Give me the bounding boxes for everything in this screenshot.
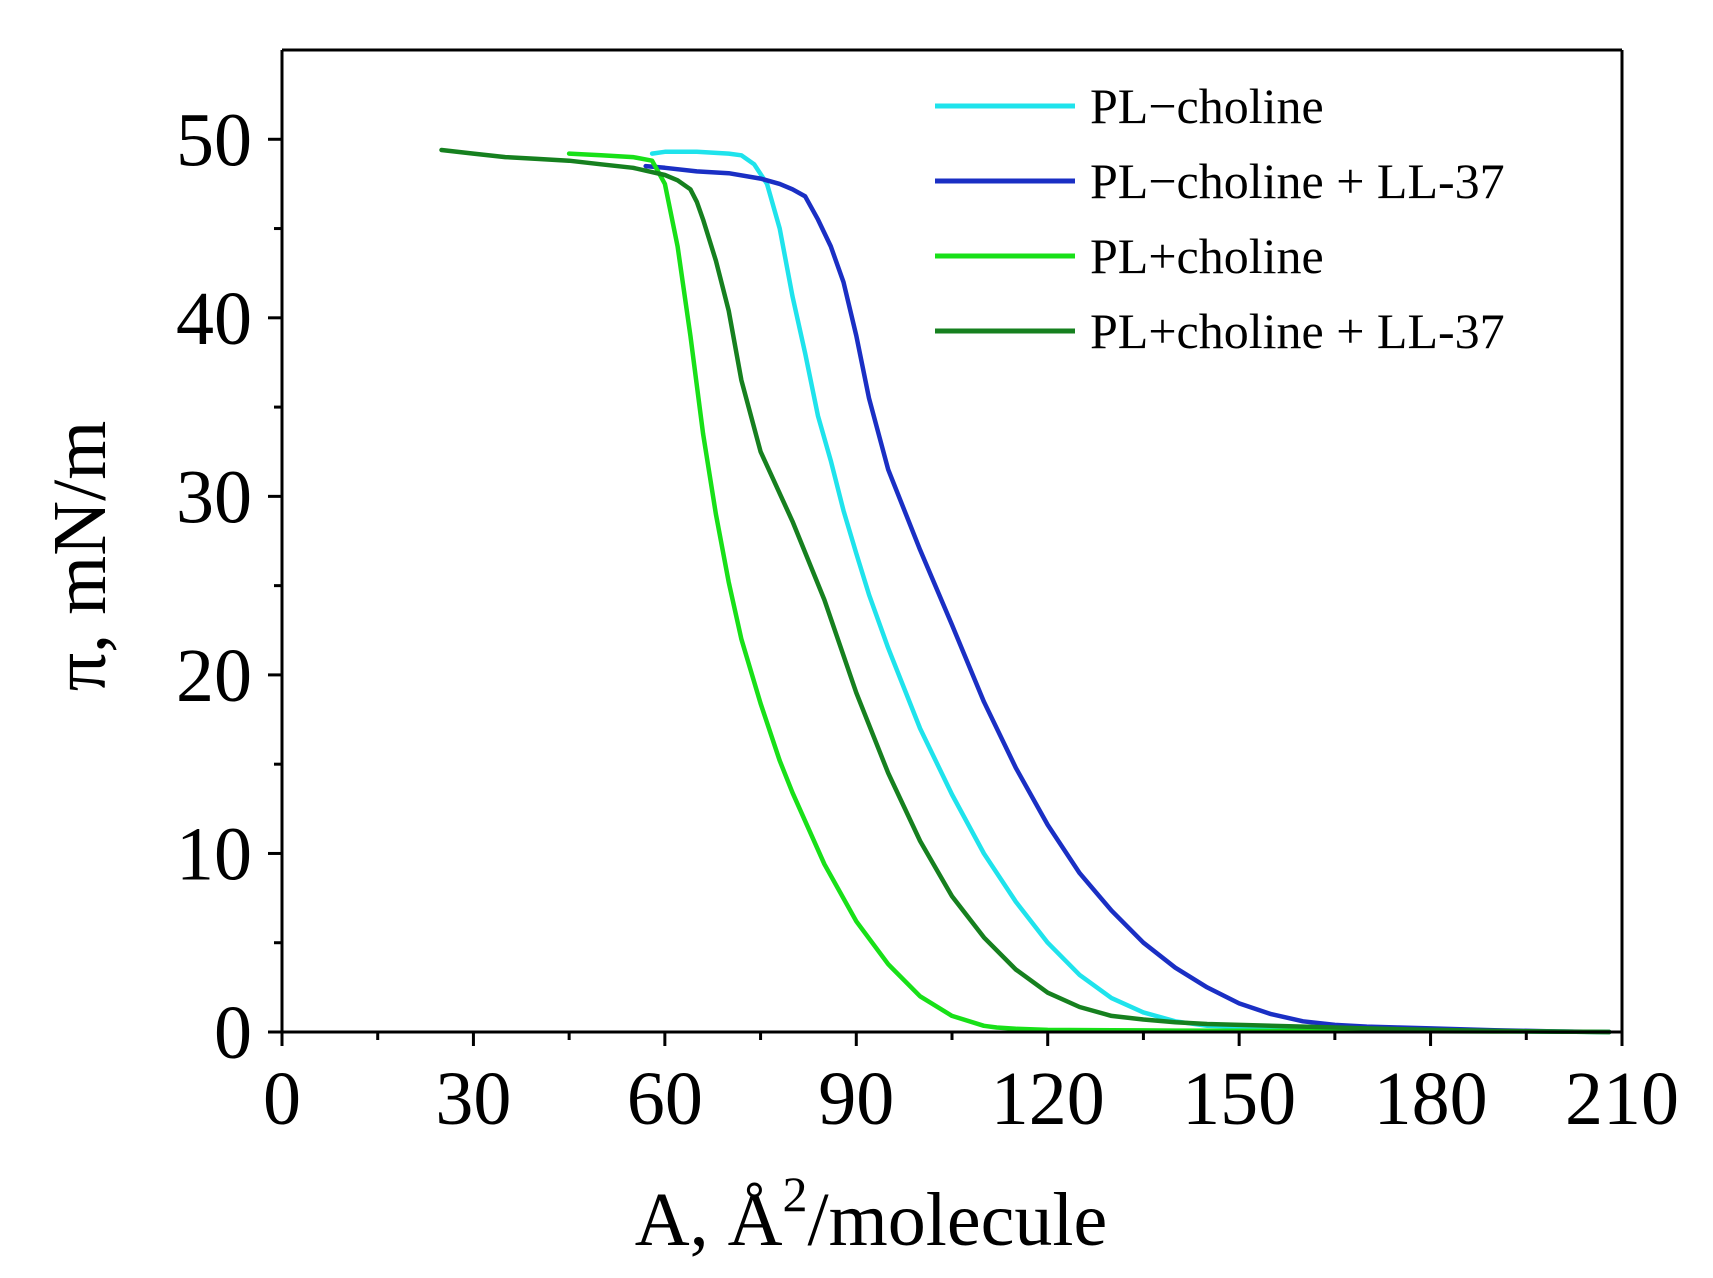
x-tick-label: 210	[1565, 1057, 1679, 1141]
series-line-3	[566, 151, 1612, 1035]
y-tick-label: 0	[214, 991, 252, 1075]
x-tick-label: 0	[263, 1057, 301, 1141]
x-tick-label: 60	[627, 1057, 703, 1141]
x-axis-label-superscript: 2	[783, 1166, 808, 1222]
legend-label-4: PL+choline + LL-37	[1090, 303, 1505, 359]
legend-label-2: PL−choline + LL-37	[1090, 153, 1505, 209]
series-layer	[439, 147, 1612, 1035]
x-axis-label: A, Å2/molecule	[635, 1166, 1107, 1262]
x-tick-label: 150	[1182, 1057, 1296, 1141]
x-tick-label: 30	[435, 1057, 511, 1141]
y-tick-label: 50	[176, 98, 252, 182]
x-tick-label: 180	[1374, 1057, 1488, 1141]
y-tick-label: 40	[176, 277, 252, 361]
x-axis-label-suffix: /molecule	[808, 1178, 1108, 1262]
ticks-layer: 0 30 60 90 120 150 180 210 0 10 20 30 40 50	[176, 98, 1679, 1141]
y-tick-label: 30	[176, 455, 252, 539]
legend: PL−choline PL−choline + LL-37 PL+choline PL…	[935, 78, 1505, 359]
legend-label-3: PL+choline	[1090, 228, 1324, 284]
y-axis-label: π, mN/m	[38, 421, 122, 692]
y-tick-label: 20	[176, 634, 252, 718]
legend-label-1: PL−choline	[1090, 78, 1324, 134]
x-axis-label-prefix: A, Å	[635, 1178, 783, 1262]
x-tick-label: 90	[818, 1057, 894, 1141]
x-tick-label: 120	[991, 1057, 1105, 1141]
series-line-4	[439, 147, 1612, 1035]
y-tick-label: 10	[176, 812, 252, 896]
